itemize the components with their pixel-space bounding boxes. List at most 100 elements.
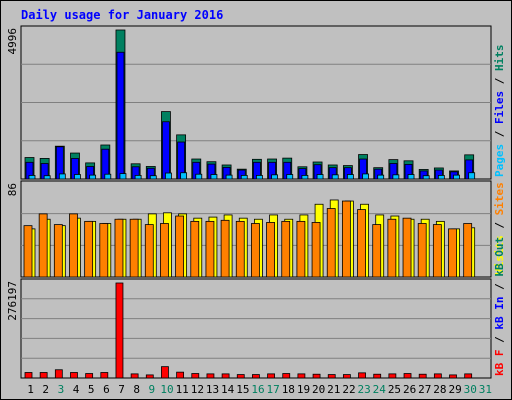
bar-pages	[28, 175, 36, 180]
bar-pages	[392, 174, 400, 180]
bar-kb-f	[297, 373, 306, 379]
legend-entry: /	[493, 330, 506, 350]
bar-pages	[119, 173, 127, 180]
bar-kb-f	[130, 373, 139, 379]
panel-plot-area	[20, 278, 492, 379]
bar-kb-f	[176, 371, 185, 379]
bar-kb-f	[282, 373, 291, 379]
bar-pages	[316, 174, 324, 180]
panel-legend: kB F / kB In / kB Out	[493, 237, 506, 376]
x-tick-label: 25	[388, 383, 401, 396]
bar-sites	[266, 222, 275, 278]
bar-pages	[437, 175, 445, 180]
legend-entry: kB In	[493, 297, 506, 330]
bar-sites	[251, 223, 260, 278]
panel-legend: Pages / Files / Hits	[493, 45, 506, 178]
x-tick-label: 8	[133, 383, 140, 396]
bar-sites	[448, 228, 457, 278]
x-tick-label: 10	[160, 383, 173, 396]
x-tick-label: 15	[236, 383, 249, 396]
panel-scale-label: 86	[6, 183, 19, 196]
bar-pages	[74, 174, 81, 180]
bar-pages	[346, 174, 354, 180]
bar-kb-f	[373, 373, 382, 379]
bar-pages	[134, 175, 142, 180]
bar-sites	[84, 220, 94, 278]
panel-3: 276197 kB F / kB In / kB Out	[6, 237, 506, 379]
bar-kb-f	[115, 282, 124, 379]
legend-entry: Hits	[493, 45, 506, 72]
bar-pages	[271, 174, 278, 180]
bar-sites	[160, 223, 169, 278]
bar-pages	[240, 175, 248, 180]
bar-kb-f	[358, 372, 366, 379]
bar-kb-f	[388, 373, 397, 379]
bar-pages	[58, 173, 66, 180]
bar-pages	[331, 174, 339, 180]
bar-kb-f	[418, 373, 427, 379]
legend-entry: Pages	[493, 144, 506, 177]
bar-kb-f	[433, 373, 442, 379]
bar-kb-f	[85, 373, 94, 379]
bar-kb-f	[312, 373, 321, 379]
x-tick-label: 23	[358, 383, 371, 396]
bar-pages	[377, 174, 385, 180]
bar-pages	[195, 173, 203, 180]
x-tick-label: 11	[176, 383, 189, 396]
x-tick-label: 19	[297, 383, 310, 396]
bar-pages	[453, 174, 460, 180]
bar-kb-f	[252, 374, 260, 379]
x-tick-label: 14	[221, 383, 235, 396]
bar-sites	[53, 224, 63, 278]
x-tick-label: 30	[464, 383, 477, 396]
bar-kb-f	[206, 373, 215, 379]
bar-pages	[89, 174, 97, 180]
bar-sites	[326, 208, 336, 278]
x-tick-label: 21	[327, 383, 340, 396]
bar-pages	[468, 172, 476, 180]
x-tick-label: 13	[206, 383, 219, 396]
panel-legend: Visits / Sites	[493, 182, 506, 275]
bar-kb-f	[161, 366, 169, 379]
bar-kb-f	[403, 373, 412, 379]
x-tick-label: 31	[479, 383, 492, 396]
x-tick-label: 24	[373, 383, 387, 396]
bar-kb-f	[221, 373, 230, 379]
bar-sites	[38, 213, 48, 278]
bar-kb-f	[342, 374, 351, 379]
bar-kb-f	[39, 372, 48, 379]
legend-entry: /	[493, 215, 506, 235]
bar-sites	[357, 209, 366, 278]
legend-entry: /	[493, 71, 506, 91]
x-tick-label: 29	[448, 383, 461, 396]
panel-2: 86 Visits / Sites	[6, 180, 506, 278]
x-tick-label: 1	[27, 383, 34, 396]
bar-sites	[23, 225, 33, 278]
bar-files	[162, 121, 170, 180]
bar-sites	[129, 218, 139, 278]
panel-scale-label: 276197	[6, 281, 19, 321]
bar-kb-f	[24, 372, 33, 379]
bar-pages	[43, 175, 51, 180]
bar-sites	[463, 223, 473, 278]
bar-kb-f	[145, 374, 154, 379]
bar-kb-f	[449, 374, 457, 379]
x-tick-label: 28	[433, 383, 446, 396]
bar-sites	[220, 219, 230, 278]
bar-pages	[422, 175, 430, 180]
bar-kb-f	[100, 372, 109, 379]
bar-sites	[296, 220, 306, 278]
x-tick-label: 9	[149, 383, 156, 396]
bar-pages	[407, 174, 415, 180]
bar-kb-f	[54, 369, 63, 379]
bar-pages	[256, 175, 263, 180]
legend-entry: /	[493, 124, 506, 144]
bar-kb-f	[236, 374, 245, 379]
x-tick-label: 20	[312, 383, 325, 396]
bar-pages	[286, 174, 294, 180]
legend-entry: kB F	[493, 350, 506, 377]
bar-sites	[99, 223, 109, 278]
x-tick-label: 6	[103, 383, 110, 396]
bar-sites	[341, 200, 351, 278]
